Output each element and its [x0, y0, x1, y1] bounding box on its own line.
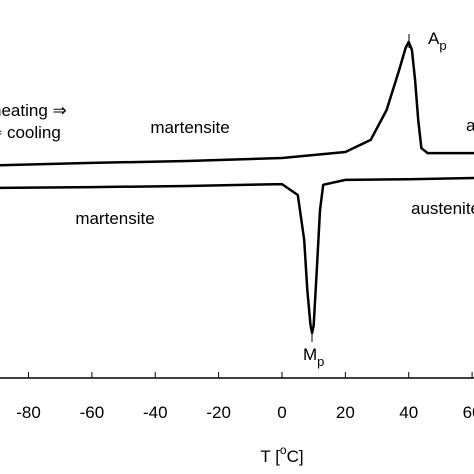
annotation: heating ⇒ [0, 101, 67, 120]
x-tick-label: -80 [16, 403, 41, 422]
x-tick-label: -20 [206, 403, 231, 422]
x-tick-label: -40 [143, 403, 168, 422]
annotation: austenite [466, 116, 474, 135]
annotation: martensite [75, 209, 154, 228]
x-tick-label: 0 [277, 403, 286, 422]
annotation-text: A [428, 29, 440, 48]
annotation-sub: p [439, 38, 446, 53]
annotation-text: heating ⇒ [0, 101, 67, 120]
annotation: Mp [303, 345, 324, 369]
line-series [0, 176, 474, 335]
x-tick-label: 40 [399, 403, 418, 422]
x-axis-label: T [oC] [260, 443, 303, 466]
annotation-text: ⇐ cooling [0, 123, 61, 142]
annotation: austenite [411, 199, 474, 218]
x-tick-label: -60 [80, 403, 105, 422]
annotation: Ap [428, 29, 447, 53]
annotation: ⇐ cooling [0, 123, 61, 142]
x-tick-label: 20 [336, 403, 355, 422]
annotation-text: austenite [411, 199, 474, 218]
annotation-sub: p [317, 354, 324, 369]
annotation-text: austenite [466, 116, 474, 135]
annotation-text: martensite [150, 118, 229, 137]
x-tick-label: 60 [463, 403, 474, 422]
annotation: martensite [150, 118, 229, 137]
annotation-text: M [303, 345, 317, 364]
annotation-text: martensite [75, 209, 154, 228]
line-series [0, 40, 474, 167]
